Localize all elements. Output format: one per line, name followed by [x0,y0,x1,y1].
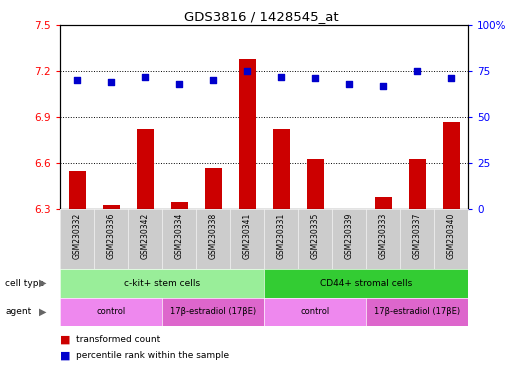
Bar [238,59,256,209]
Text: GSM230334: GSM230334 [175,212,184,259]
Text: GSM230335: GSM230335 [311,212,320,259]
Point [243,68,252,74]
Text: ▶: ▶ [39,307,47,317]
Text: GSM230338: GSM230338 [209,212,218,258]
Text: CD44+ stromal cells: CD44+ stromal cells [320,279,412,288]
Point [107,79,116,85]
Text: 17β-estradiol (17βE): 17β-estradiol (17βE) [374,308,460,316]
Bar [204,168,222,209]
Bar [442,122,460,209]
Point [447,75,456,81]
Point [413,68,422,74]
Point [311,75,320,81]
Text: GSM230341: GSM230341 [243,212,252,258]
Point [175,81,184,87]
Text: ■: ■ [60,335,71,345]
Point [379,83,388,89]
Bar [408,159,426,209]
Bar [272,129,290,209]
Text: GSM230331: GSM230331 [277,212,286,258]
Text: percentile rank within the sample: percentile rank within the sample [76,351,229,360]
Text: GSM230340: GSM230340 [447,212,456,259]
Point [141,73,150,79]
Bar [69,171,86,209]
Text: GSM230332: GSM230332 [73,212,82,258]
Text: transformed count: transformed count [76,335,160,344]
Point [345,81,354,87]
Text: 17β-estradiol (17βE): 17β-estradiol (17βE) [170,308,256,316]
Text: ▶: ▶ [39,278,47,288]
Point [277,73,286,79]
Bar [170,202,188,209]
Text: ■: ■ [60,350,71,360]
Text: GSM230336: GSM230336 [107,212,116,259]
Text: GSM230342: GSM230342 [141,212,150,258]
Text: GSM230339: GSM230339 [345,212,354,259]
Bar [137,129,154,209]
Text: agent: agent [5,308,31,316]
Text: GSM230337: GSM230337 [413,212,422,259]
Text: GDS3816 / 1428545_at: GDS3816 / 1428545_at [184,10,339,23]
Text: GSM230333: GSM230333 [379,212,388,259]
Bar [374,197,392,209]
Point [209,77,218,83]
Text: cell type: cell type [5,279,44,288]
Text: control: control [97,308,126,316]
Point [73,77,82,83]
Text: control: control [301,308,329,316]
Bar [306,159,324,209]
Bar [103,205,120,209]
Text: c-kit+ stem cells: c-kit+ stem cells [124,279,200,288]
